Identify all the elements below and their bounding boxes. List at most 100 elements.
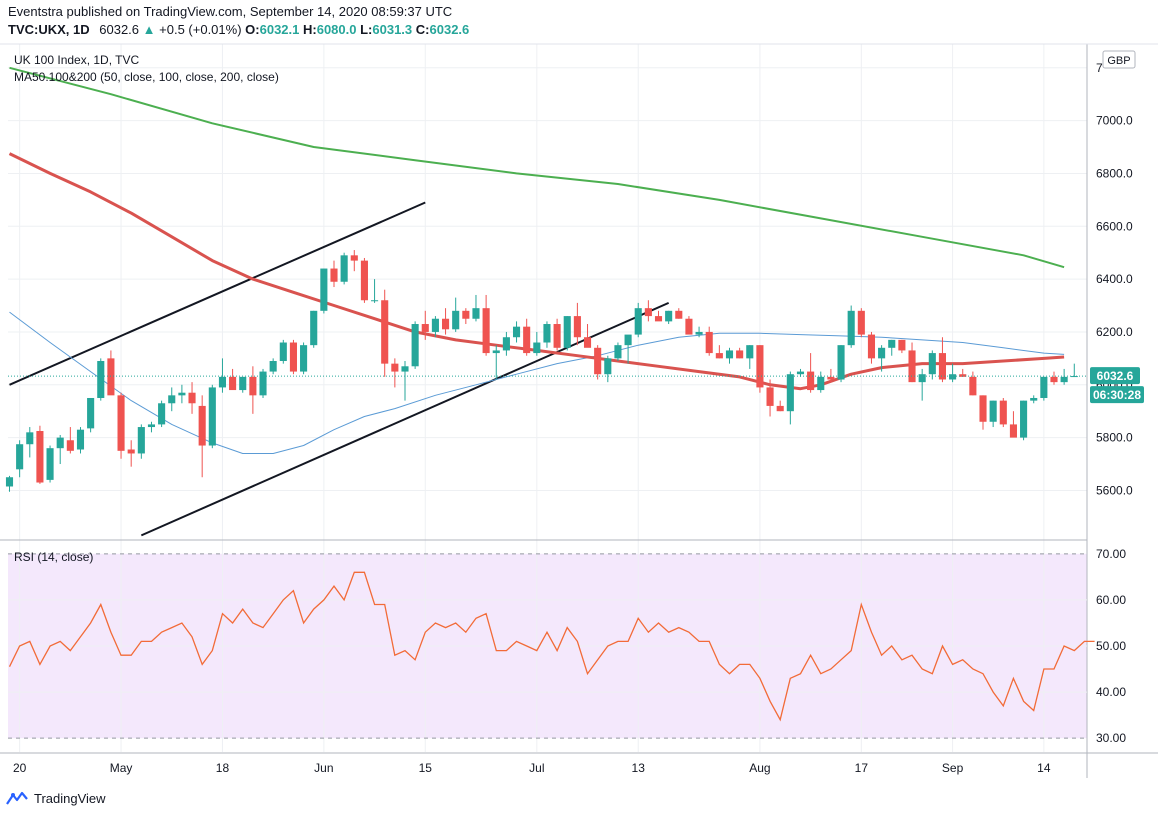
candle-body (675, 310, 683, 319)
candle (381, 289, 389, 377)
candle (675, 308, 683, 319)
candle-body (56, 437, 64, 449)
candle (908, 342, 916, 383)
candle (117, 392, 125, 459)
candle (959, 368, 967, 377)
close-label: C: (415, 22, 430, 37)
rsi-tick-label: 60.00 (1096, 593, 1126, 607)
y-tick-label: 6800.0 (1096, 166, 1133, 180)
candle (249, 366, 257, 414)
candle (229, 368, 237, 391)
candle (1050, 371, 1058, 385)
candle (634, 302, 642, 338)
candle (26, 427, 34, 458)
candle (898, 339, 906, 354)
candle (137, 424, 145, 459)
candle (654, 310, 663, 322)
candle (543, 321, 551, 348)
candle (482, 294, 490, 356)
close-value: 6032.6 (429, 22, 470, 37)
candle-body (999, 400, 1007, 425)
quote-line: TVC:UKX, 1D 6032.6 ▲ +0.5 (+0.01%) O:603… (8, 22, 469, 37)
trendlines[interactable] (9, 201, 670, 537)
rsi-tick-label: 50.00 (1096, 639, 1126, 653)
candle (766, 379, 774, 417)
tradingview-logo[interactable]: TradingView (6, 790, 106, 806)
y-tick-label: 7 (1096, 61, 1103, 75)
candle (300, 342, 308, 375)
rsi-tick-label: 70.00 (1096, 547, 1126, 561)
candle-body (452, 310, 460, 330)
candle (583, 324, 592, 348)
candle-body (431, 318, 439, 332)
trendline[interactable] (140, 301, 670, 537)
price-axis[interactable]: 77000.06800.06600.06400.06200.06000.0580… (1096, 61, 1133, 498)
candle (878, 345, 886, 372)
open-label: O: (245, 22, 260, 37)
candle (5, 475, 14, 492)
candle (97, 358, 105, 401)
candle (239, 376, 247, 393)
candle-body (218, 376, 227, 388)
low-label: L: (360, 22, 373, 37)
candle (289, 339, 297, 375)
candle (604, 355, 612, 383)
candle (218, 358, 227, 393)
chart-area[interactable]: 77000.06800.06600.06400.06200.06000.0580… (0, 0, 1158, 780)
candle-body (1009, 424, 1017, 438)
candle-body (898, 339, 906, 351)
candle (46, 445, 54, 483)
y-tick-label: 5600.0 (1096, 483, 1133, 497)
candle (310, 310, 318, 348)
candle-body (553, 324, 561, 348)
candle-body (208, 387, 216, 446)
candle-body (401, 366, 409, 372)
candle-body (381, 300, 389, 364)
candle-body (989, 400, 997, 422)
candle-body (26, 432, 34, 445)
high-value: 6080.0 (316, 22, 357, 37)
candle (391, 358, 399, 388)
candle-body (198, 405, 206, 446)
candle-body (837, 345, 845, 380)
candle (452, 297, 460, 332)
candle-body (36, 431, 44, 483)
candle (969, 371, 977, 396)
x-tick-label: 15 (419, 761, 433, 775)
candle (837, 345, 845, 383)
candle-body (665, 310, 673, 322)
candle (472, 294, 480, 322)
candle (208, 384, 216, 449)
candle-body (107, 358, 115, 396)
rsi-axis[interactable]: 70.00 60.00 50.00 40.00 30.00 (1096, 547, 1126, 745)
currency-box[interactable] (1102, 50, 1136, 69)
candle-body (1050, 376, 1058, 383)
candle (401, 361, 409, 401)
trendline[interactable] (9, 201, 426, 386)
candle (1020, 400, 1028, 441)
rsi-tick-label: 30.00 (1096, 731, 1126, 745)
candle-body (817, 376, 825, 391)
candle (198, 395, 206, 478)
candle (1070, 363, 1078, 378)
candle-body (229, 376, 237, 391)
x-tick-label: 17 (855, 761, 869, 775)
candle-body (918, 374, 926, 383)
candle-body (827, 376, 835, 380)
candle-body (573, 316, 581, 338)
candle (411, 321, 419, 369)
candle (1060, 368, 1068, 385)
candle-body (482, 308, 490, 354)
candle-body (269, 361, 277, 372)
candle-body (695, 331, 703, 335)
candle (999, 397, 1007, 428)
candle (614, 342, 622, 362)
high-label: H: (303, 22, 317, 37)
candle-body (1030, 397, 1038, 401)
candle-body (796, 371, 805, 375)
candle-body (959, 374, 967, 377)
time-axis[interactable]: 20 May 18 Jun 15 Jul 13 Aug 17 Sep 14 (13, 761, 1051, 775)
candle-body (97, 361, 105, 398)
candle (573, 302, 581, 346)
candle-body (766, 387, 774, 406)
